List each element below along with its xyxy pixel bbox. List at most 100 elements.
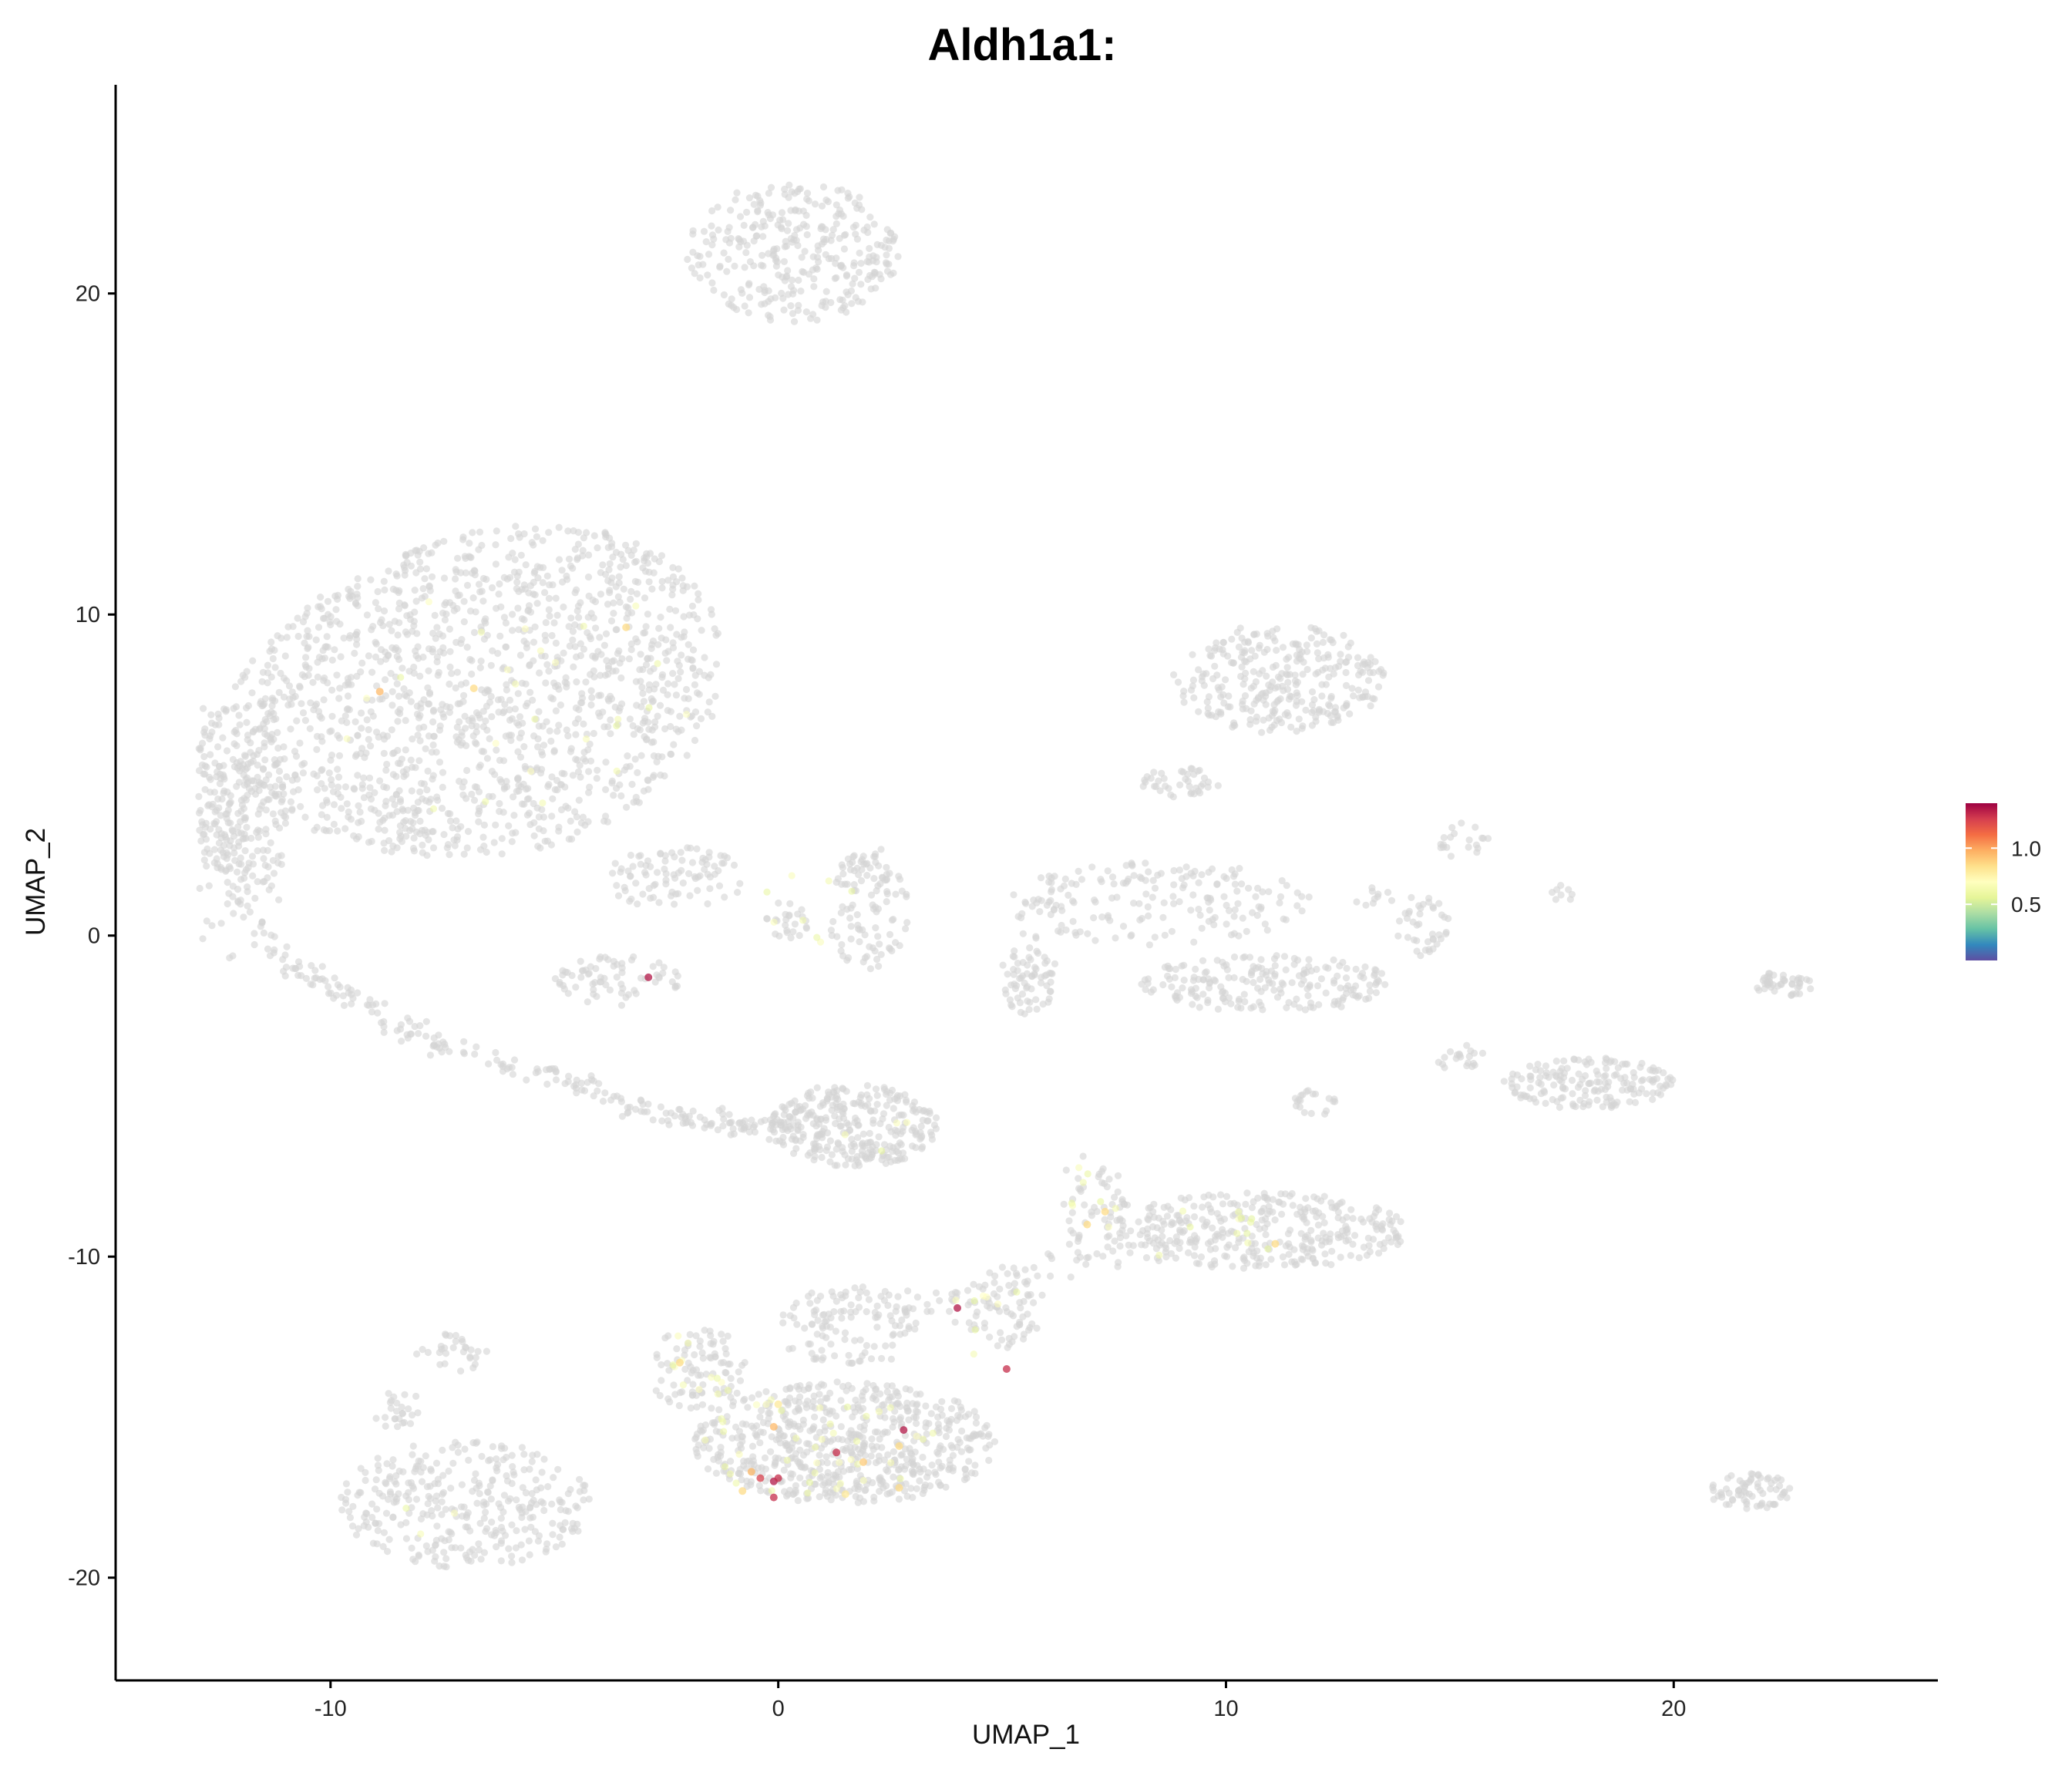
background-point [783, 927, 791, 934]
background-point [512, 829, 520, 836]
background-point [249, 657, 257, 664]
background-point [540, 1455, 548, 1463]
background-point [280, 743, 288, 751]
background-point [388, 848, 395, 856]
background-point [1293, 691, 1301, 699]
background-point [1198, 871, 1206, 879]
background-point [735, 1368, 742, 1376]
background-point [796, 1446, 804, 1454]
background-point [720, 859, 728, 867]
background-point [860, 1426, 868, 1434]
background-point [1299, 722, 1307, 730]
background-point [832, 1095, 839, 1102]
background-point [1009, 953, 1017, 960]
background-point [654, 712, 661, 720]
background-point [476, 763, 483, 772]
background-point [1060, 1200, 1068, 1208]
background-point [855, 871, 863, 879]
background-point [1314, 649, 1321, 657]
background-point [715, 882, 724, 890]
background-point [743, 241, 751, 249]
background-point [584, 998, 591, 1006]
background-point [854, 921, 862, 929]
background-point [1273, 647, 1280, 654]
background-point [971, 1469, 979, 1478]
background-point [614, 593, 622, 600]
background-point [424, 767, 432, 775]
background-point [722, 1368, 729, 1377]
background-point [523, 699, 531, 708]
background-point [809, 311, 817, 318]
background-point [503, 783, 511, 791]
background-point [593, 775, 600, 782]
background-point [471, 1551, 479, 1559]
background-point [1280, 915, 1287, 923]
background-point [1111, 1237, 1118, 1245]
background-point [497, 1515, 505, 1522]
background-point [901, 1091, 909, 1098]
background-point [508, 1479, 516, 1488]
background-point [784, 1401, 792, 1409]
background-point [591, 979, 599, 987]
background-point [362, 1468, 369, 1476]
background-point [580, 748, 588, 756]
background-point [472, 1354, 479, 1361]
background-point [641, 594, 649, 602]
background-point [392, 1480, 400, 1488]
background-point [945, 1426, 953, 1434]
background-point [786, 1384, 794, 1393]
background-point [880, 1084, 888, 1092]
background-point [803, 230, 811, 239]
background-point [388, 1397, 395, 1404]
background-point [1048, 886, 1055, 893]
background-point [625, 655, 634, 663]
background-point [244, 864, 252, 872]
background-point [1298, 907, 1306, 915]
background-point [215, 714, 223, 722]
background-point [826, 1324, 834, 1331]
background-point [498, 1445, 506, 1452]
background-point [853, 911, 861, 919]
background-point [1309, 1255, 1317, 1263]
background-point [708, 1419, 717, 1427]
background-point [474, 1347, 482, 1355]
background-point [639, 890, 647, 898]
background-point [1298, 893, 1306, 900]
background-point [264, 669, 272, 677]
background-point [560, 1525, 567, 1533]
background-point [458, 1481, 466, 1488]
background-point [872, 1385, 880, 1393]
background-point [436, 648, 444, 656]
background-point [195, 767, 204, 775]
background-point [827, 298, 835, 307]
background-point [1307, 1226, 1315, 1234]
background-point [1025, 1327, 1033, 1334]
background-point [786, 900, 794, 907]
background-point [395, 619, 403, 627]
background-point [1276, 893, 1285, 900]
background-point [1263, 927, 1271, 934]
background-point [235, 838, 243, 846]
background-point [634, 578, 642, 587]
background-point [304, 644, 312, 651]
background-point [688, 602, 697, 610]
background-point [596, 634, 604, 641]
background-point [661, 857, 669, 865]
background-point [719, 1337, 727, 1345]
background-point [1262, 1261, 1270, 1269]
background-point [1308, 708, 1316, 716]
background-point [1195, 666, 1202, 674]
background-point [251, 725, 259, 733]
background-point [352, 1531, 361, 1539]
background-point [965, 1458, 973, 1465]
background-point [1160, 775, 1168, 782]
background-point [795, 276, 802, 284]
background-point [964, 1287, 972, 1294]
background-point [1230, 913, 1238, 920]
background-point [856, 938, 863, 946]
background-point [949, 1451, 957, 1459]
background-point [894, 253, 902, 261]
background-point [341, 783, 349, 791]
background-point [449, 1459, 457, 1467]
background-point [1279, 644, 1287, 651]
